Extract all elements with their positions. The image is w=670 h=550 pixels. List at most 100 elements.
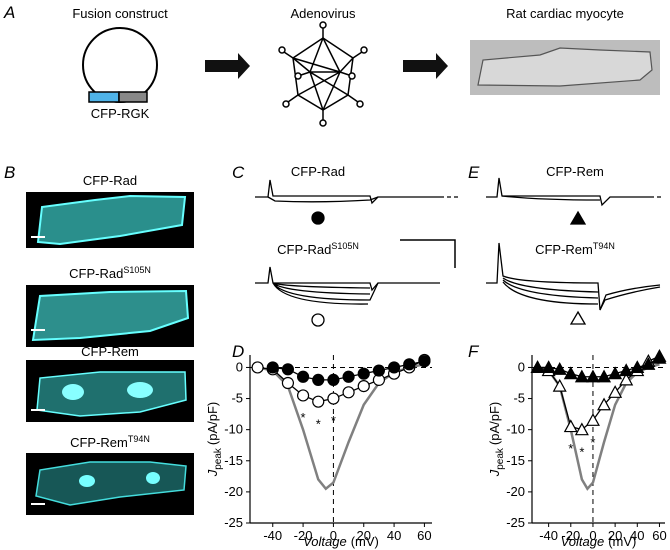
label: CFP-RemT94N: [535, 241, 615, 257]
marker: [357, 367, 370, 380]
x-label-unit: (mV): [351, 534, 379, 549]
x-tick-label: -20: [561, 528, 580, 543]
label: CFP-RadS105N: [69, 265, 151, 281]
y-tick-label: -5: [231, 391, 243, 406]
panel-letter: C: [232, 163, 245, 182]
marker: [563, 419, 578, 433]
marker: [585, 369, 600, 383]
y-label-main: J: [487, 469, 502, 477]
panel-a-label: Rat cardiac myocyte: [506, 6, 624, 21]
x-tick-label: 20: [608, 528, 622, 543]
x-tick-label: -40: [539, 528, 558, 543]
y-tick-label: -5: [513, 391, 525, 406]
y-label-sub: peak: [213, 447, 224, 470]
panel-letter: D: [232, 342, 244, 361]
marker: [552, 362, 567, 375]
x-tick-label: 60: [417, 528, 431, 543]
marker: [327, 373, 340, 386]
y-tick-label: -20: [224, 484, 243, 499]
panel-letter: B: [4, 163, 15, 182]
y-tick-label: -25: [506, 515, 525, 530]
label: CFP-Rad: [291, 164, 345, 179]
marker: [296, 389, 310, 402]
panel-a-label: Adenovirus: [290, 6, 356, 21]
label: CFP-RemT94N: [70, 434, 150, 450]
marker: [619, 372, 634, 386]
x-label-main: Voltage: [561, 534, 605, 549]
y-label-sub: peak: [495, 447, 506, 470]
label-text: CFP-Rem: [70, 435, 128, 450]
y-tick-label: -25: [224, 515, 243, 530]
y-axis-label: Jpeak (pA/pF): [487, 402, 506, 478]
label: CFP-Rem: [546, 164, 604, 179]
x-tick-label: -20: [294, 528, 313, 543]
marker: [342, 370, 355, 383]
marker: [641, 357, 656, 370]
label-text: CFP-Rad: [277, 242, 331, 257]
annotation: *: [316, 416, 321, 431]
marker: [372, 364, 386, 377]
y-tick-label: -15: [224, 453, 243, 468]
x-tick-label: 40: [630, 528, 644, 543]
y-tick-label: -10: [506, 422, 525, 437]
y-tick-label: -20: [506, 484, 525, 499]
annotation: *: [579, 444, 584, 459]
marker: [312, 373, 325, 386]
marker: [387, 361, 401, 374]
label-text: CFP-Rad: [291, 164, 345, 179]
panel-letter: E: [468, 163, 480, 182]
x-label-main: Voltage: [303, 534, 347, 549]
y-tick-label: -15: [506, 453, 525, 468]
y-tick-label: 0: [236, 359, 243, 374]
marker: [357, 380, 370, 393]
label: CFP-Rem: [81, 344, 139, 359]
label-text: CFP-Rad: [69, 266, 123, 281]
marker: [652, 350, 667, 364]
marker: [281, 376, 295, 390]
marker: [574, 369, 589, 383]
marker: [251, 361, 264, 374]
construct-label: CFP-RGK: [91, 106, 150, 121]
label-sup: T94N: [593, 241, 615, 251]
annotation: *: [331, 413, 336, 428]
marker: [312, 395, 325, 408]
label-sup: S105N: [123, 265, 151, 275]
marker: [552, 378, 567, 392]
marker: [597, 397, 612, 411]
label: CFP-Rad: [83, 173, 137, 188]
x-tick-label: -40: [263, 528, 282, 543]
panel-letter: A: [3, 3, 15, 22]
marker: [619, 363, 634, 377]
marker: [530, 360, 545, 374]
label-text: CFP-Rad: [83, 173, 137, 188]
marker: [342, 386, 355, 399]
x-tick-label: 0: [589, 528, 596, 543]
panel-b-images: [26, 192, 194, 515]
label-sup: S105N: [331, 241, 359, 251]
annotation: *: [590, 435, 595, 450]
label-text: CFP-Rem: [81, 344, 139, 359]
x-tick-label: 60: [652, 528, 666, 543]
marker: [266, 361, 279, 374]
marker: [585, 413, 600, 426]
marker: [563, 366, 578, 380]
x-label-unit: (mV): [608, 534, 636, 549]
marker: [418, 355, 431, 368]
y-axis-label: Jpeak (pA/pF): [205, 402, 224, 478]
marker: [541, 360, 556, 374]
marker: [403, 358, 416, 371]
panel-a-art: [82, 21, 660, 127]
label-text: CFP-Rem: [535, 242, 593, 257]
x-tick-label: 0: [330, 528, 337, 543]
x-tick-label: 40: [387, 528, 401, 543]
y-label-unit: (pA/pF): [487, 402, 502, 445]
marker: [327, 392, 340, 405]
current-traces: [255, 177, 662, 327]
panel-a-label: Fusion construct: [72, 6, 168, 21]
annotation: *: [301, 410, 306, 425]
label-sup: T94N: [128, 434, 150, 444]
x-axis-label: Voltage (mV): [303, 534, 379, 549]
y-label-main: J: [205, 469, 220, 477]
y-tick-label: 0: [518, 359, 525, 374]
